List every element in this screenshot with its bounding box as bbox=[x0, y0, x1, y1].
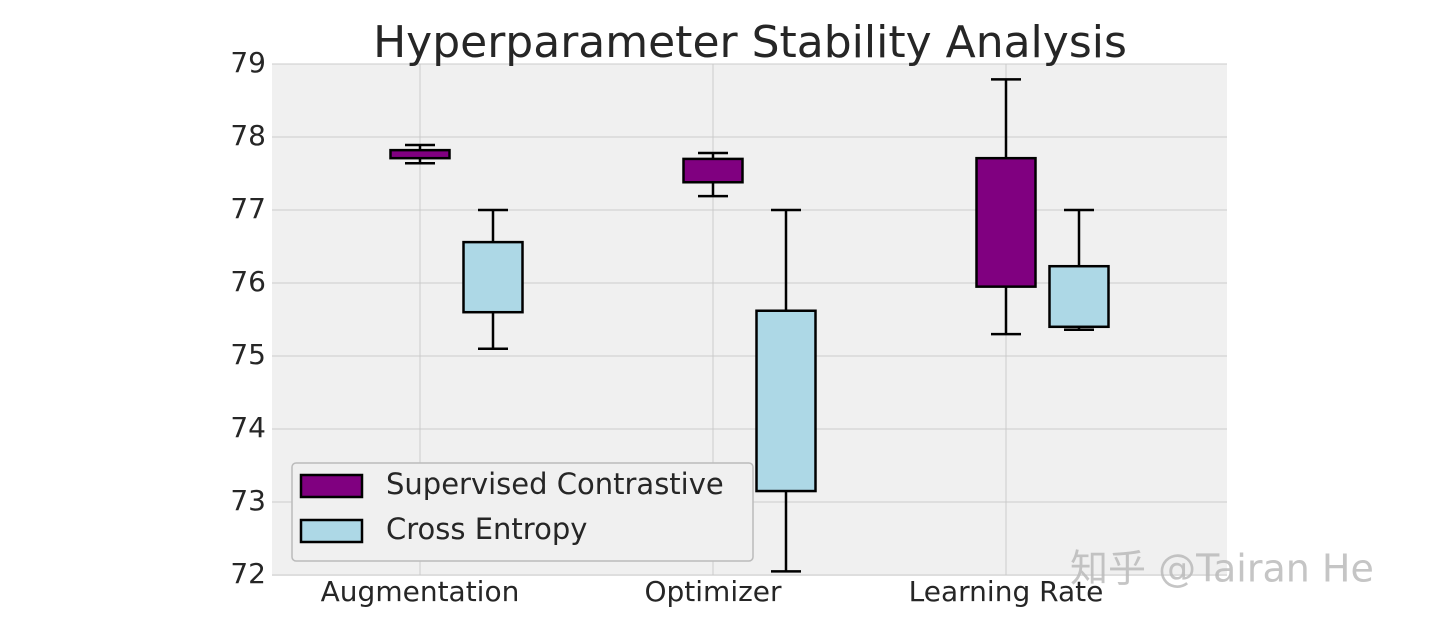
box bbox=[682, 157, 744, 184]
y-tick-label: 72 bbox=[230, 557, 266, 590]
x-tick-label: Learning Rate bbox=[909, 575, 1104, 608]
y-tick-label: 76 bbox=[230, 265, 266, 298]
y-tick-label: 78 bbox=[230, 119, 266, 152]
chart-title: Hyperparameter Stability Analysis bbox=[373, 17, 1127, 68]
box bbox=[462, 240, 524, 314]
watermark: 知乎 @Tairan He bbox=[1070, 547, 1374, 591]
legend-swatch bbox=[299, 518, 364, 544]
y-tick-label: 73 bbox=[230, 484, 266, 517]
x-tick-label: Augmentation bbox=[321, 575, 520, 608]
legend-box bbox=[291, 462, 754, 562]
box bbox=[755, 309, 817, 493]
x-tick-label: Optimizer bbox=[644, 575, 782, 608]
legend-label: Cross Entropy bbox=[386, 512, 587, 546]
box bbox=[975, 156, 1037, 288]
legend-label: Supervised Contrastive bbox=[386, 467, 724, 501]
box bbox=[1048, 264, 1110, 329]
y-tick-label: 75 bbox=[230, 338, 266, 371]
y-tick-label: 77 bbox=[230, 192, 266, 225]
box bbox=[389, 148, 451, 160]
y-tick-label: 79 bbox=[230, 46, 266, 79]
y-tick-label: 74 bbox=[230, 411, 266, 444]
legend-swatch bbox=[299, 473, 364, 499]
